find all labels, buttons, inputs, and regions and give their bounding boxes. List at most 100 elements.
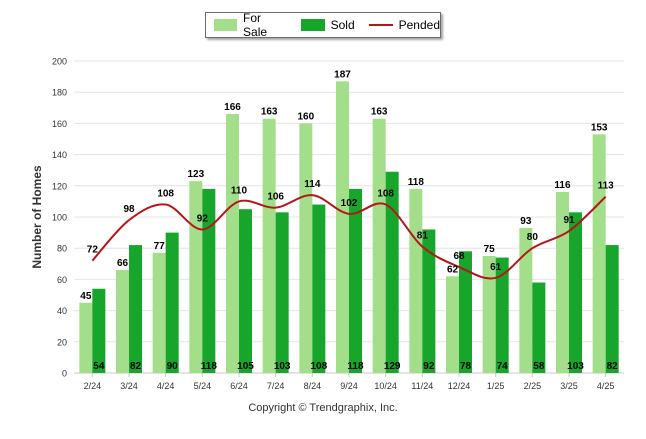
legend-swatch-pended (368, 24, 393, 26)
x-tick-label: 4/25 (597, 381, 615, 391)
y-tick-label: 100 (52, 213, 67, 223)
y-tick-label: 200 (52, 57, 67, 67)
y-axis-label: Number of Homes (30, 165, 44, 269)
legend-item-sold: Sold (300, 18, 355, 32)
bar-for-sale (446, 276, 459, 373)
data-label-pended: 68 (453, 251, 465, 262)
data-label-for-sale: 163 (261, 107, 278, 118)
bar-sold (569, 212, 582, 373)
y-tick-label: 180 (52, 88, 67, 98)
x-tick-label: 2/25 (524, 381, 542, 391)
data-label-sold: 82 (607, 361, 619, 372)
x-tick-label: 9/24 (340, 381, 358, 391)
legend-label-pended: Pended (398, 18, 440, 32)
data-label-pended: 91 (563, 215, 575, 226)
bar-sold (605, 245, 619, 373)
data-label-pended: 114 (304, 179, 321, 190)
data-label-pended: 102 (341, 198, 358, 209)
bar-for-sale (189, 181, 203, 373)
data-label-for-sale: 153 (591, 122, 608, 133)
data-label-pended: 61 (490, 262, 502, 273)
y-tick-label: 80 (57, 244, 67, 254)
x-tick-label: 6/24 (230, 381, 248, 391)
bar-sold (312, 204, 326, 373)
legend-label-for-sale: For Sale (243, 11, 268, 39)
bar-for-sale (519, 227, 533, 373)
legend-swatch-for-sale (214, 19, 238, 31)
data-label-sold: 129 (384, 361, 401, 372)
data-label-sold: 118 (347, 361, 364, 372)
data-label-sold: 54 (93, 361, 105, 372)
bar-sold (202, 188, 216, 373)
data-label-pended: 81 (417, 231, 429, 242)
x-tick-label: 2/24 (84, 381, 102, 391)
legend-item-for-sale: For Sale (214, 11, 287, 39)
y-tick-label: 120 (52, 181, 67, 191)
data-label-sold: 118 (201, 361, 218, 372)
bar-sold (129, 245, 142, 373)
x-tick-label: 12/24 (448, 381, 471, 391)
copyright-text: Copyright © Trendgraphix, Inc. (248, 402, 398, 414)
data-label-sold: 58 (533, 361, 545, 372)
bar-sold (92, 288, 106, 373)
legend: For Sale Sold Pended (205, 11, 441, 39)
data-label-sold: 105 (237, 361, 254, 372)
legend-label-sold: Sold (330, 18, 355, 32)
data-label-for-sale: 45 (80, 291, 92, 302)
data-label-for-sale: 116 (554, 180, 571, 191)
y-tick-label: 140 (52, 150, 67, 160)
data-label-sold: 82 (130, 361, 142, 372)
data-label-pended: 108 (157, 189, 174, 200)
x-tick-label: 8/24 (304, 381, 322, 391)
data-label-sold: 78 (460, 361, 472, 372)
legend-item-pended: Pended (368, 18, 440, 32)
y-tick-label: 60 (57, 275, 67, 285)
bar-sold (275, 212, 289, 373)
data-label-pended: 92 (197, 213, 209, 224)
data-label-pended: 80 (527, 232, 539, 243)
y-tick-label: 40 (57, 306, 67, 316)
data-label-for-sale: 123 (187, 169, 204, 180)
bar-sold (165, 232, 179, 373)
series-line-pended (91, 194, 607, 280)
x-tick-label: 3/25 (560, 381, 578, 391)
data-label-sold: 103 (567, 361, 584, 372)
y-tick-label: 20 (57, 337, 67, 347)
x-tick-label: 1/25 (487, 381, 505, 391)
x-tick-label: 7/24 (267, 381, 285, 391)
data-label-for-sale: 75 (484, 244, 496, 255)
bar-sold (239, 209, 252, 373)
data-label-sold: 92 (423, 361, 435, 372)
data-label-sold: 74 (497, 361, 509, 372)
x-tick-label: 10/24 (374, 381, 397, 391)
bar-for-sale (336, 81, 349, 373)
data-label-pended: 113 (598, 181, 615, 192)
bar-for-sale (262, 118, 276, 373)
data-label-for-sale: 166 (224, 102, 241, 113)
bar-sold (459, 251, 472, 373)
data-label-for-sale: 66 (117, 258, 129, 269)
bar-for-sale (152, 252, 166, 373)
data-label-pended: 108 (377, 189, 394, 200)
bar-for-sale (372, 118, 386, 373)
x-tick-label: 4/24 (157, 381, 175, 391)
bar-sold (495, 257, 509, 373)
data-label-sold: 90 (167, 361, 179, 372)
bar-sold (385, 171, 399, 373)
legend-swatch-sold (300, 19, 325, 31)
bar-for-sale (482, 256, 496, 373)
data-label-for-sale: 163 (371, 107, 388, 118)
data-label-for-sale: 187 (334, 69, 351, 80)
data-label-pended: 98 (123, 204, 135, 215)
y-tick-label: 0 (62, 369, 67, 379)
bar-for-sale (299, 123, 313, 374)
data-label-sold: 103 (274, 361, 291, 372)
data-label-sold: 108 (310, 361, 327, 372)
x-tick-label: 11/24 (411, 381, 433, 391)
bar-sold (532, 282, 546, 373)
data-label-pended: 106 (267, 192, 284, 203)
bar-for-sale (79, 302, 93, 373)
data-label-for-sale: 62 (447, 264, 459, 275)
x-tick-label: 3/24 (120, 381, 138, 391)
